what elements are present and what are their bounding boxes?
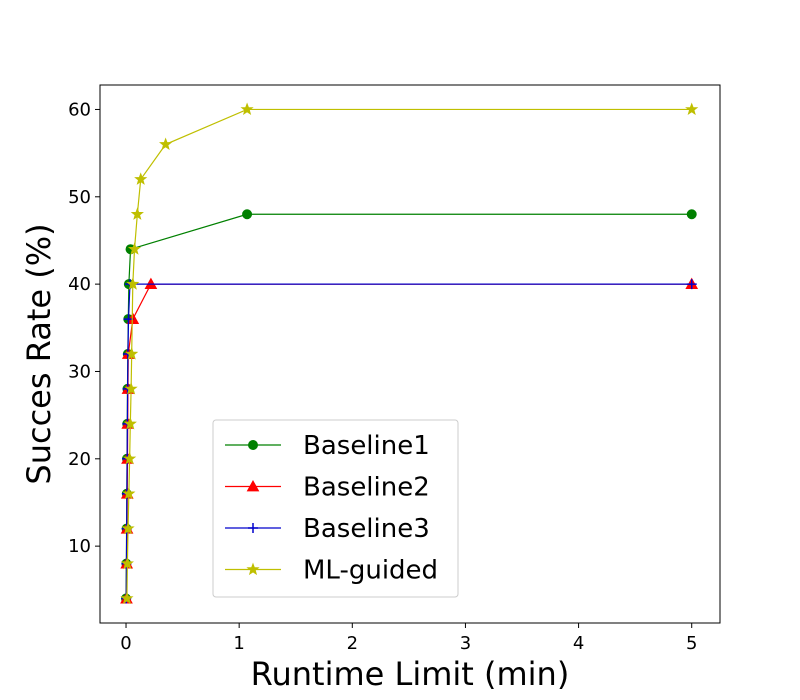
y-tick-label: 10: [68, 536, 91, 557]
legend-box: [212, 419, 459, 598]
legend-marker: [246, 479, 260, 492]
x-tick-label: 4: [573, 633, 584, 654]
legend: Baseline1 Baseline2 Baseline3 ML-guided: [212, 419, 459, 598]
y-axis-title: Succes Rate (%): [20, 223, 58, 484]
x-tick-label: 3: [460, 633, 471, 654]
legend-marker: [248, 523, 258, 533]
data-point: [121, 521, 135, 535]
data-point: [127, 242, 142, 255]
data-point: [123, 451, 137, 465]
data-point: [124, 382, 138, 395]
data-point: [126, 277, 140, 290]
x-tick-label: 1: [233, 633, 244, 654]
data-point: [122, 486, 136, 500]
plot-area: [120, 102, 699, 605]
legend-item: Baseline2: [225, 473, 430, 503]
x-tick-label: 2: [347, 633, 358, 654]
legend-label: Baseline1: [303, 431, 430, 461]
y-tick-label: 20: [68, 449, 91, 470]
x-axis-ticks: 0 1 2 3 4 5: [120, 623, 697, 654]
series-ml-guided: [120, 102, 699, 605]
axes-frame: [99, 84, 721, 624]
legend-label: Baseline2: [303, 473, 430, 503]
x-axis-title: Runtime Limit (min): [251, 655, 570, 693]
data-point: [130, 207, 144, 220]
data-point: [240, 102, 254, 116]
x-tick-label: 0: [120, 633, 131, 654]
y-axis-ticks: 10 20 30 40 50 60: [68, 99, 100, 557]
legend-marker: [248, 440, 258, 450]
y-tick-label: 30: [68, 361, 91, 382]
data-point: [120, 591, 134, 605]
legend-item: Baseline1: [225, 431, 430, 461]
data-point: [134, 172, 148, 185]
legend-marker: [246, 562, 260, 576]
legend-item: ML-guided: [225, 556, 438, 586]
data-point: [159, 137, 173, 151]
y-tick-label: 50: [68, 187, 91, 208]
y-tick-label: 40: [68, 274, 91, 295]
data-point: [125, 347, 139, 360]
data-point: [120, 556, 134, 570]
x-tick-label: 5: [686, 633, 697, 654]
data-point: [242, 209, 253, 220]
legend-label: ML-guided: [303, 556, 438, 586]
data-point: [685, 102, 699, 116]
data-point: [123, 416, 137, 430]
legend-item: Baseline3: [225, 514, 430, 544]
data-point: [686, 279, 697, 290]
data-point: [686, 209, 697, 220]
legend-label: Baseline3: [303, 514, 430, 544]
y-tick-label: 60: [68, 99, 91, 120]
